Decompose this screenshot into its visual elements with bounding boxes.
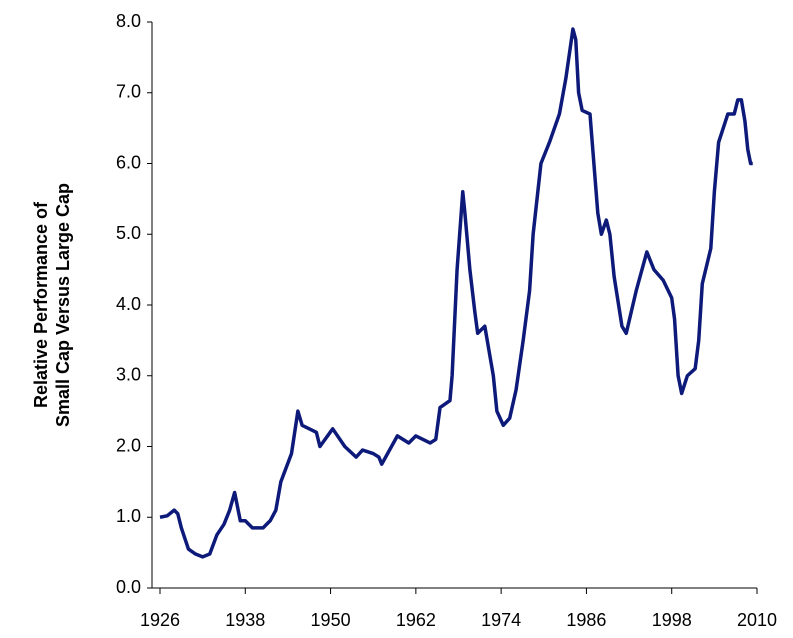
x-tick-label: 1938: [225, 610, 265, 630]
x-tick-label: 1962: [396, 610, 436, 630]
y-tick-label: 2.0: [116, 435, 141, 455]
y-tick-label: 7.0: [116, 82, 141, 102]
y-tick-label: 6.0: [116, 152, 141, 172]
x-tick-label: 2010: [737, 610, 777, 630]
y-tick-label: 3.0: [116, 365, 141, 385]
y-tick-label: 5.0: [116, 223, 141, 243]
y-tick-label: 4.0: [116, 294, 141, 314]
line-series: [159, 27, 753, 559]
y-tick-label: 1.0: [116, 506, 141, 526]
x-tick-label: 1974: [481, 610, 521, 630]
y-axis-title: Small Cap Versus Large Cap: [53, 183, 73, 427]
y-axis-title: Relative Performance of: [31, 201, 51, 408]
x-tick-label: 1926: [140, 610, 180, 630]
y-tick-label: 0.0: [116, 577, 141, 597]
x-tick-label: 1950: [311, 610, 351, 630]
x-tick-label: 1986: [566, 610, 606, 630]
y-tick-label: 8.0: [116, 11, 141, 31]
x-tick-label: 1998: [652, 610, 692, 630]
